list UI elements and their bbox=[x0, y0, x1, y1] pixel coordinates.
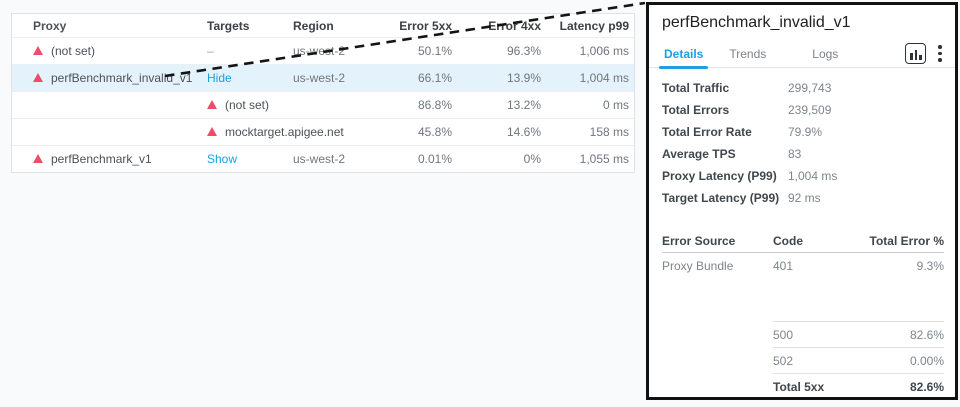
metric-value: 299,743 bbox=[788, 81, 832, 95]
target-name: (not set) bbox=[225, 98, 270, 112]
error5xx-value: 86.8% bbox=[417, 98, 452, 112]
proxy-name: perfBenchmark_v1 bbox=[51, 152, 152, 166]
error4xx-value: 14.6% bbox=[506, 125, 541, 139]
table-row-proxy-not-set[interactable]: (not set) – us-west-2 50.1% 96.3% 1,006 … bbox=[12, 37, 634, 64]
detail-panel: perfBenchmark_invalid_v1 Details Trends … bbox=[646, 2, 958, 400]
column-header-proxy: Proxy bbox=[33, 18, 67, 33]
metric-total-errors: Total Errors 239,509 bbox=[662, 99, 944, 121]
error-breakdown-header: Error Source Code Total Error % bbox=[662, 229, 944, 253]
error5xx-value: 66.1% bbox=[417, 71, 452, 85]
latency-value: 1,004 ms bbox=[579, 71, 629, 85]
metric-label: Total Error Rate bbox=[662, 125, 752, 139]
region-value: us-west-2 bbox=[293, 44, 346, 58]
proxy-table-header: Proxy Targets Region Error 5xx Error 4xx… bbox=[12, 14, 634, 37]
latency-value: 1,055 ms bbox=[579, 152, 629, 166]
show-targets-link[interactable]: Show bbox=[207, 152, 238, 166]
metric-value: 83 bbox=[788, 147, 802, 161]
error-code-value: 502 bbox=[773, 353, 794, 368]
error-row-502: 502 0.00% bbox=[773, 347, 944, 373]
tab-details[interactable]: Details bbox=[658, 40, 709, 69]
region-value: us-west-2 bbox=[293, 71, 346, 85]
hide-targets-link[interactable]: Hide bbox=[207, 71, 232, 85]
metric-average-tps: Average TPS 83 bbox=[662, 143, 944, 165]
warning-triangle-icon bbox=[207, 127, 217, 136]
metric-target-latency: Target Latency (P99) 92 ms bbox=[662, 187, 944, 209]
latency-value: 0 ms bbox=[602, 98, 629, 112]
header-error-source: Error Source bbox=[662, 233, 736, 248]
metric-proxy-latency: Proxy Latency (P99) 1,004 ms bbox=[662, 165, 944, 187]
total-5xx-pct: 82.6% bbox=[909, 379, 944, 394]
error-breakdown-table: Error Source Code Total Error % Proxy Bu… bbox=[662, 229, 944, 399]
metric-total-error-rate: Total Error Rate 79.9% bbox=[662, 121, 944, 143]
proxy-name: perfBenchmark_invalid_v1 bbox=[51, 71, 193, 85]
error4xx-value: 0% bbox=[523, 152, 541, 166]
panel-tabbar: Details Trends Logs bbox=[649, 40, 955, 69]
header-code: Code bbox=[773, 233, 803, 248]
latency-value: 1,006 ms bbox=[579, 44, 629, 58]
proxy-name: (not set) bbox=[51, 44, 96, 58]
error4xx-value: 96.3% bbox=[506, 44, 541, 58]
metric-label: Proxy Latency (P99) bbox=[662, 169, 777, 183]
table-row-perfBenchmark-v1[interactable]: perfBenchmark_v1 Show us-west-2 0.01% 0%… bbox=[12, 145, 634, 172]
header-total-error-pct: Total Error % bbox=[869, 233, 944, 248]
column-header-error5xx: Error 5xx bbox=[399, 18, 452, 33]
error-table-gap bbox=[662, 279, 944, 321]
metric-total-traffic: Total Traffic 299,743 bbox=[662, 77, 944, 99]
region-value: us-west-2 bbox=[293, 152, 346, 166]
metric-value: 239,509 bbox=[788, 103, 832, 117]
table-row-perfBenchmark-invalid-v1[interactable]: perfBenchmark_invalid_v1 Hide us-west-2 … bbox=[12, 64, 634, 91]
error-row-proxy-bundle: Proxy Bundle 401 9.3% bbox=[662, 253, 944, 279]
panel-title: perfBenchmark_invalid_v1 bbox=[662, 14, 851, 31]
targets-empty-value: – bbox=[207, 44, 214, 58]
metric-label: Target Latency (P99) bbox=[662, 191, 780, 205]
tab-trends[interactable]: Trends bbox=[729, 46, 767, 61]
warning-triangle-icon bbox=[33, 46, 43, 55]
error-row-500: 500 82.6% bbox=[773, 321, 944, 347]
metric-label: Average TPS bbox=[662, 147, 736, 161]
metric-value: 92 ms bbox=[788, 191, 821, 205]
column-header-targets: Targets bbox=[207, 18, 250, 33]
error-code-rows: 500 82.6% 502 0.00% Total 5xx 82.6% bbox=[773, 321, 944, 399]
table-row-target-not-set[interactable]: (not set) 86.8% 13.2% 0 ms bbox=[12, 91, 634, 118]
warning-triangle-icon bbox=[33, 73, 43, 82]
metric-label: Total Errors bbox=[662, 103, 730, 117]
error4xx-value: 13.9% bbox=[506, 71, 541, 85]
total-5xx-label: Total 5xx bbox=[773, 379, 825, 394]
table-row-target-mocktarget[interactable]: mocktarget.apigee.net 45.8% 14.6% 158 ms bbox=[12, 118, 634, 145]
bar-chart-icon[interactable] bbox=[905, 43, 927, 64]
warning-triangle-icon bbox=[33, 154, 43, 163]
error-source-value: Proxy Bundle bbox=[662, 259, 734, 273]
metric-value: 1,004 ms bbox=[788, 169, 838, 183]
error-pct-value: 0.00% bbox=[909, 353, 944, 368]
metric-label: Total Traffic bbox=[662, 81, 730, 95]
error4xx-value: 13.2% bbox=[506, 98, 541, 112]
error5xx-value: 0.01% bbox=[417, 152, 452, 166]
error-code-value: 500 bbox=[773, 327, 794, 342]
metric-value: 79.9% bbox=[788, 125, 823, 139]
metrics-list: Total Traffic 299,743 Total Errors 239,5… bbox=[662, 77, 944, 209]
error-pct-value: 82.6% bbox=[909, 327, 944, 342]
more-options-kebab-icon[interactable] bbox=[936, 43, 944, 64]
tab-logs[interactable]: Logs bbox=[812, 46, 839, 61]
error-row-total-5xx: Total 5xx 82.6% bbox=[773, 373, 944, 399]
latency-value: 158 ms bbox=[589, 125, 629, 139]
proxy-table: Proxy Targets Region Error 5xx Error 4xx… bbox=[11, 13, 635, 173]
error5xx-value: 50.1% bbox=[417, 44, 452, 58]
column-header-error4xx: Error 4xx bbox=[488, 18, 541, 33]
column-header-region: Region bbox=[293, 18, 334, 33]
target-name: mocktarget.apigee.net bbox=[225, 125, 344, 139]
column-header-latency: Latency p99 bbox=[559, 18, 629, 33]
error-code-value: 401 bbox=[773, 259, 794, 273]
warning-triangle-icon bbox=[207, 100, 217, 109]
error5xx-value: 45.8% bbox=[417, 125, 452, 139]
error-pct-value: 9.3% bbox=[916, 259, 944, 273]
